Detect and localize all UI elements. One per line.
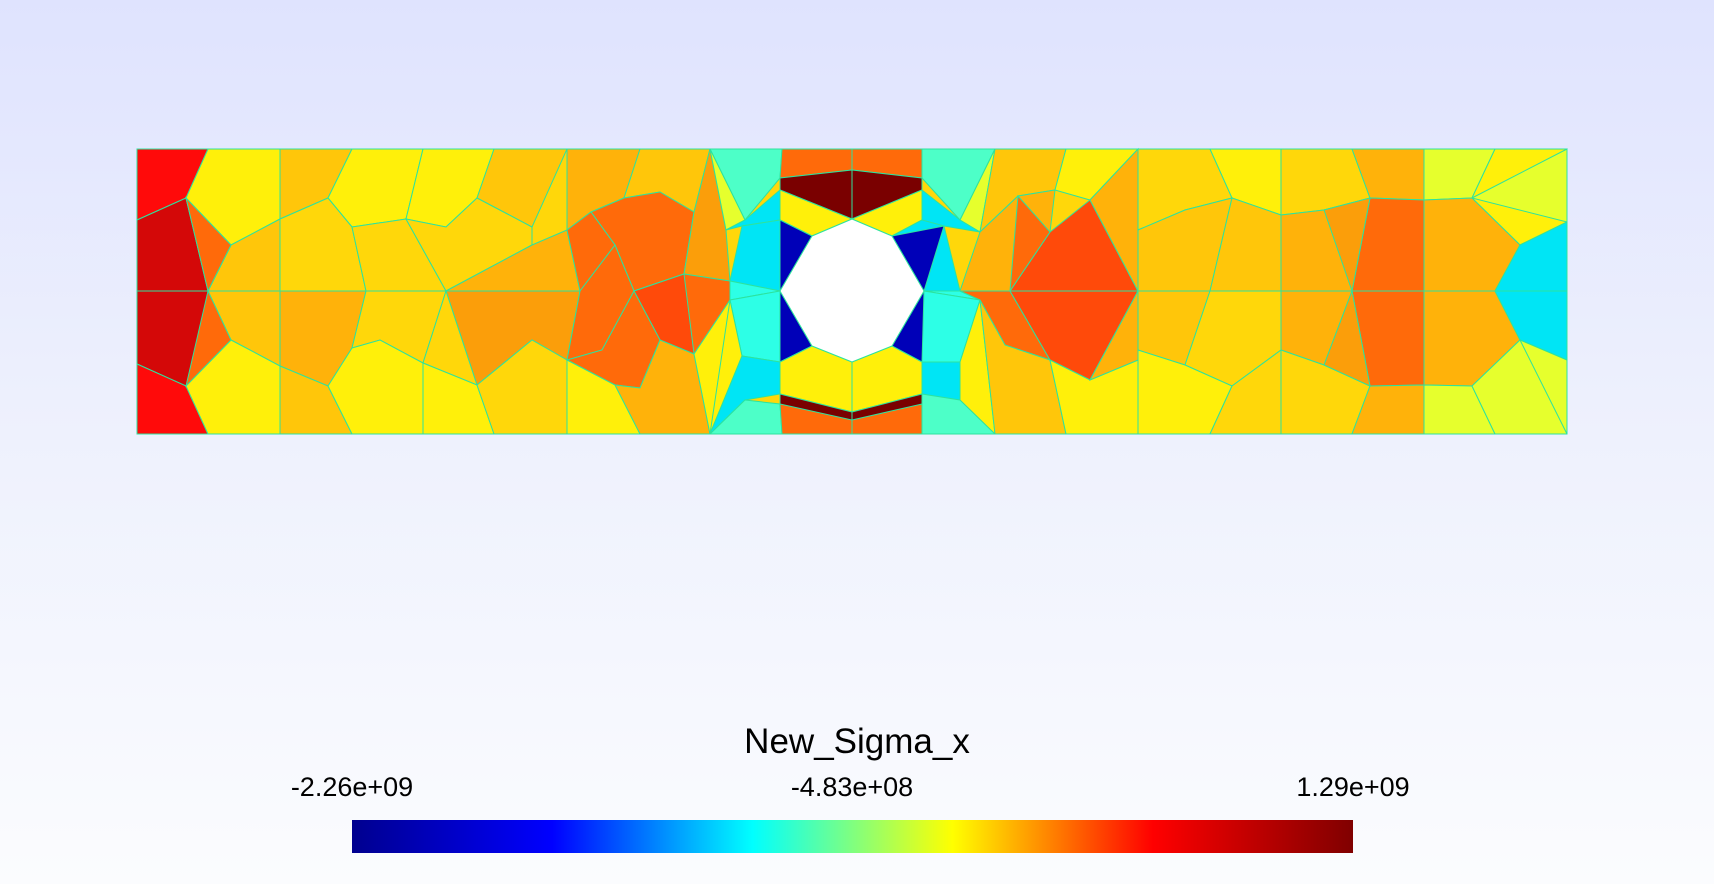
mesh-element <box>1323 197 1371 293</box>
mesh-element <box>185 289 232 388</box>
mesh-element <box>1009 194 1051 293</box>
mesh-element <box>1518 339 1568 435</box>
colorbar-max-label: 1.29e+09 <box>1296 772 1410 802</box>
mesh-element <box>1323 289 1371 387</box>
mesh-element <box>185 196 232 293</box>
colorbar-mid-label: -4.83e+08 <box>790 772 914 802</box>
mesh-element <box>1470 148 1568 223</box>
colorbar-gradient <box>352 820 1353 853</box>
stress-mesh <box>136 147 1568 435</box>
mesh-element <box>921 188 981 233</box>
mesh-element <box>683 148 731 282</box>
mesh-element <box>779 218 925 363</box>
mesh-element <box>709 355 781 435</box>
colorbar-title: New_Sigma_x <box>744 722 970 761</box>
colorbar-min-label: -2.26e+09 <box>290 772 414 802</box>
